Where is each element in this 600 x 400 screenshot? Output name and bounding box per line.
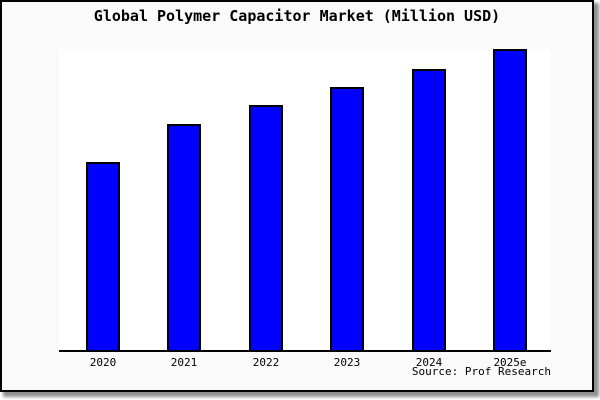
bar-2023 [330,87,364,350]
bar-2020 [86,162,120,350]
x-tick-label-2025e: 2025e [493,356,527,369]
bar-2021 [167,124,201,350]
x-tick-label-2022: 2022 [252,356,280,369]
x-tick-label-2024: 2024 [415,356,443,369]
chart-title: Global Polymer Capacitor Market (Million… [93,7,501,25]
source-note: Source: Prof Research [411,365,551,378]
bar-2024 [412,69,446,350]
x-tick-label-2021: 2021 [170,356,198,369]
x-tick-label-2023: 2023 [333,356,361,369]
bar-2025e [493,49,527,350]
x-tick-label-2020: 2020 [89,356,117,369]
plot-area [59,49,551,352]
figure-frame: Global Polymer Capacitor Market (Million… [0,0,594,392]
bar-2022 [249,105,283,350]
